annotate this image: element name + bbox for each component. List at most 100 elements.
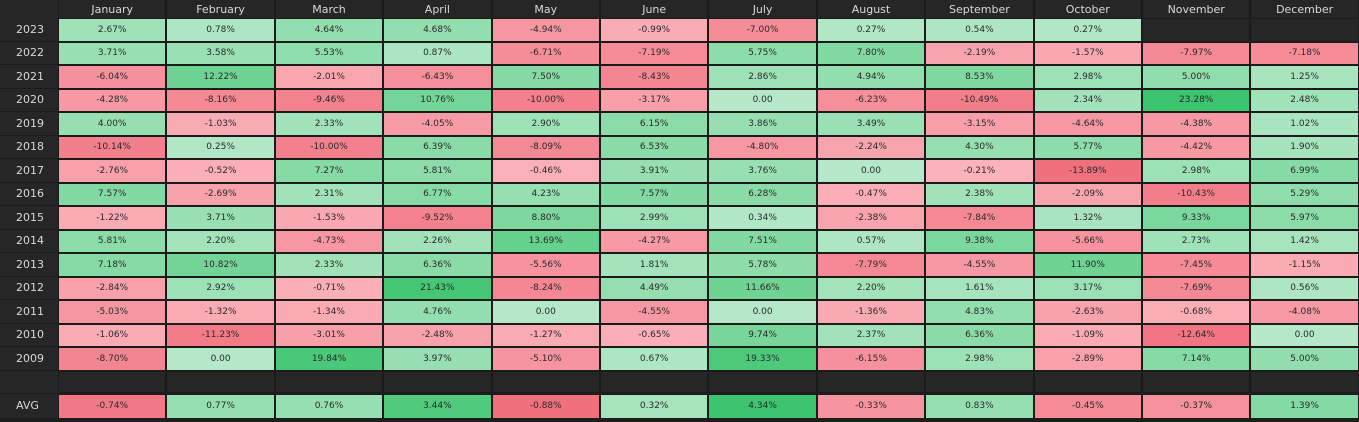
- separator-cell: [1250, 370, 1359, 393]
- heatmap-cell: -4.94%: [491, 18, 600, 42]
- heatmap-cell: -7.97%: [1142, 41, 1251, 65]
- heatmap-cell: 7.27%: [274, 159, 384, 183]
- row-label-2012: 2012: [0, 276, 58, 300]
- heatmap-cell: 5.78%: [708, 253, 817, 277]
- column-header-january: January: [58, 0, 167, 18]
- heatmap-cell: -8.70%: [58, 347, 167, 371]
- heatmap-cell: 5.75%: [708, 41, 817, 65]
- heatmap-cell: 10.76%: [383, 88, 492, 112]
- row-label-2017: 2017: [0, 159, 58, 183]
- avg-cell: -0.33%: [816, 393, 926, 419]
- heatmap-cell: 4.49%: [600, 276, 709, 300]
- heatmap-cell: -1.06%: [58, 323, 167, 347]
- heatmap-cell: 0.27%: [1033, 18, 1142, 42]
- heatmap-cell: 8.53%: [925, 65, 1034, 89]
- heatmap-cell: -0.68%: [1142, 300, 1251, 324]
- column-header-december: December: [1250, 0, 1359, 18]
- heatmap-cell: -2.48%: [383, 323, 492, 347]
- heatmap-cell: 5.77%: [1033, 135, 1142, 159]
- heatmap-cell: 3.71%: [58, 41, 167, 65]
- heatmap-cell: -1.27%: [491, 323, 600, 347]
- separator-cell: [274, 370, 384, 393]
- heatmap-cell: 7.57%: [58, 182, 167, 206]
- row-label-2019: 2019: [0, 112, 58, 136]
- separator-cell: [166, 370, 275, 393]
- heatmap-cell: 3.71%: [166, 206, 275, 230]
- heatmap-cell: 5.00%: [1250, 347, 1359, 371]
- separator-cell: [58, 370, 167, 393]
- row-label-2016: 2016: [0, 182, 58, 206]
- heatmap-cell: 5.00%: [1142, 65, 1251, 89]
- heatmap-cell: 0.27%: [816, 18, 926, 42]
- heatmap-cell: -10.43%: [1142, 182, 1251, 206]
- column-header-august: August: [816, 0, 926, 18]
- heatmap-cell: -8.24%: [491, 276, 600, 300]
- avg-cell: 4.34%: [708, 393, 817, 419]
- heatmap-cell: -6.71%: [491, 41, 600, 65]
- avg-cell: 0.76%: [274, 393, 384, 419]
- heatmap-cell: -3.15%: [925, 112, 1034, 136]
- heatmap-cell: -0.46%: [491, 159, 600, 183]
- heatmap-cell: -4.55%: [600, 300, 709, 324]
- heatmap-cell: 3.91%: [600, 159, 709, 183]
- heatmap-cell: 0.78%: [166, 18, 275, 42]
- row-label-avg: AVG: [0, 393, 58, 419]
- heatmap-cell: -5.56%: [491, 253, 600, 277]
- heatmap-cell: -7.69%: [1142, 276, 1251, 300]
- empty-cell: [1142, 18, 1251, 42]
- heatmap-cell: -4.80%: [708, 135, 817, 159]
- heatmap-cell: 0.00: [491, 300, 600, 324]
- avg-cell: 0.77%: [166, 393, 275, 419]
- avg-cell: -0.74%: [58, 393, 167, 419]
- heatmap-cell: 6.36%: [925, 323, 1034, 347]
- avg-cell: 1.39%: [1250, 393, 1359, 419]
- heatmap-cell: 3.17%: [1033, 276, 1142, 300]
- heatmap-cell: 3.76%: [708, 159, 817, 183]
- heatmap-cell: 9.33%: [1142, 206, 1251, 230]
- heatmap-cell: -2.24%: [816, 135, 926, 159]
- heatmap-cell: -8.43%: [600, 65, 709, 89]
- heatmap-cell: 2.86%: [708, 65, 817, 89]
- heatmap-cell: -4.05%: [383, 112, 492, 136]
- separator-label: [0, 370, 58, 393]
- heatmap-cell: 2.99%: [600, 206, 709, 230]
- heatmap-cell: -4.08%: [1250, 300, 1359, 324]
- heatmap-cell: -6.04%: [58, 65, 167, 89]
- row-label-2018: 2018: [0, 135, 58, 159]
- heatmap-cell: 0.00: [816, 159, 926, 183]
- heatmap-cell: 1.32%: [1033, 206, 1142, 230]
- row-label-2011: 2011: [0, 300, 58, 324]
- avg-cell: 0.32%: [600, 393, 709, 419]
- heatmap-cell: -4.73%: [274, 229, 384, 253]
- heatmap-cell: 5.81%: [58, 229, 167, 253]
- heatmap-cell: 2.34%: [1033, 88, 1142, 112]
- heatmap-cell: 6.15%: [600, 112, 709, 136]
- heatmap-cell: 0.87%: [383, 41, 492, 65]
- heatmap-cell: -0.47%: [816, 182, 926, 206]
- heatmap-cell: 8.80%: [491, 206, 600, 230]
- row-label-2014: 2014: [0, 229, 58, 253]
- heatmap-cell: 2.33%: [274, 112, 384, 136]
- heatmap-cell: 7.18%: [58, 253, 167, 277]
- heatmap-cell: -2.01%: [274, 65, 384, 89]
- heatmap-cell: 0.54%: [925, 18, 1034, 42]
- row-label-2009: 2009: [0, 347, 58, 371]
- heatmap-cell: -4.64%: [1033, 112, 1142, 136]
- column-header-september: September: [925, 0, 1034, 18]
- heatmap-cell: -2.76%: [58, 159, 167, 183]
- heatmap-cell: 7.14%: [1142, 347, 1251, 371]
- heatmap-cell: 2.31%: [274, 182, 384, 206]
- heatmap-cell: 0.67%: [600, 347, 709, 371]
- heatmap-cell: 5.29%: [1250, 182, 1359, 206]
- heatmap-cell: 6.36%: [383, 253, 492, 277]
- heatmap-cell: 4.68%: [383, 18, 492, 42]
- heatmap-cell: 19.84%: [274, 347, 384, 371]
- column-header-may: May: [491, 0, 600, 18]
- heatmap-cell: -4.55%: [925, 253, 1034, 277]
- heatmap-cell: 12.22%: [166, 65, 275, 89]
- heatmap-cell: -10.14%: [58, 135, 167, 159]
- heatmap-cell: 1.81%: [600, 253, 709, 277]
- heatmap-cell: -12.64%: [1142, 323, 1251, 347]
- separator-cell: [383, 370, 492, 393]
